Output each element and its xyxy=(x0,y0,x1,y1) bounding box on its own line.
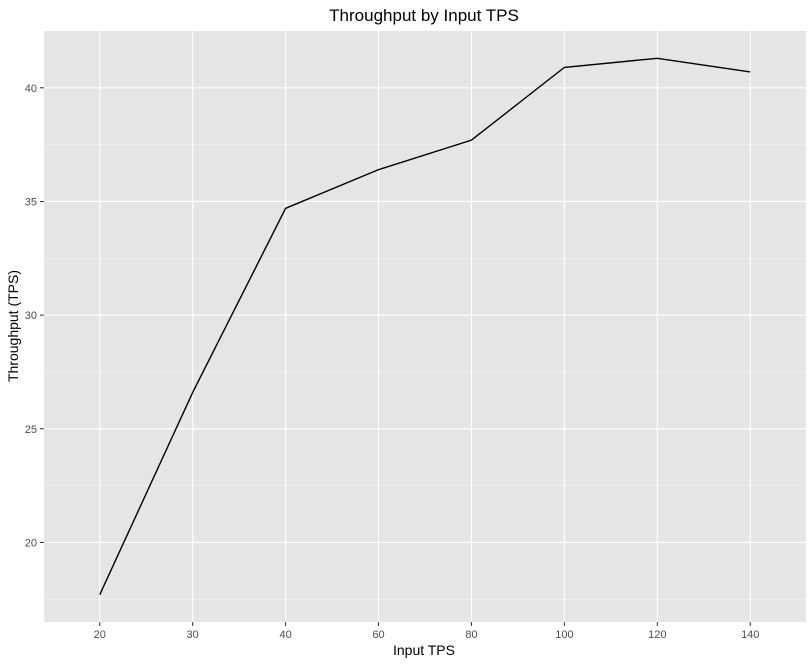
y-tick-label: 20 xyxy=(25,537,37,549)
x-tick-label: 20 xyxy=(94,629,106,641)
y-tick-label: 40 xyxy=(25,83,37,95)
x-tick-label: 120 xyxy=(648,629,666,641)
grid-major xyxy=(44,31,806,622)
chart-title: Throughput by Input TPS xyxy=(329,6,519,25)
x-axis: 20 30 40 60 80 100 120 140 xyxy=(94,622,759,641)
y-tick-label: 35 xyxy=(25,196,37,208)
series-line xyxy=(99,57,751,596)
x-tick-label: 30 xyxy=(187,629,199,641)
x-axis-title: Input TPS xyxy=(393,642,455,658)
y-tick-label: 25 xyxy=(25,424,37,436)
y-tick-label: 30 xyxy=(25,310,37,322)
x-tick-label: 80 xyxy=(465,629,477,641)
x-tick-label: 100 xyxy=(555,629,573,641)
x-tick-label: 140 xyxy=(741,629,759,641)
y-axis: 20 25 30 35 40 xyxy=(25,83,44,549)
grid-minor xyxy=(44,144,806,600)
x-tick-label: 60 xyxy=(372,629,384,641)
y-axis-title: Throughput (TPS) xyxy=(5,270,21,382)
x-tick-label: 40 xyxy=(279,629,291,641)
plot-panel xyxy=(44,31,806,622)
